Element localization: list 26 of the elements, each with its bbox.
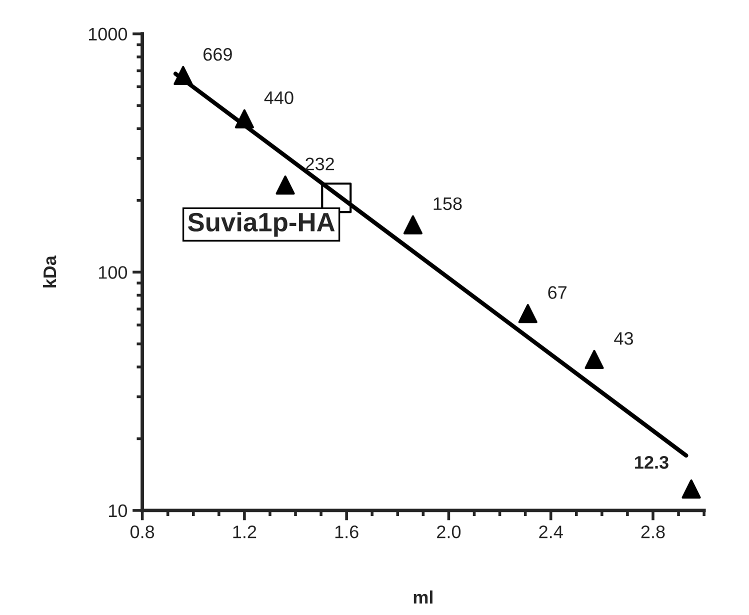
data-label: 232 — [306, 158, 334, 170]
x-tick-label: 2.0 — [437, 526, 461, 538]
y-tick-label: 10 — [109, 504, 128, 518]
point — [518, 304, 538, 324]
x-tick-label: 2.8 — [641, 526, 665, 538]
data-label: 440 — [264, 91, 294, 104]
point — [174, 66, 193, 85]
x-tick-label: 2.4 — [539, 526, 563, 538]
x-axis-title: ml — [414, 590, 432, 604]
point — [584, 350, 604, 370]
y-tick-label: 100 — [98, 266, 128, 279]
point — [403, 215, 423, 234]
y-axis-title: kDa — [42, 255, 56, 288]
point — [234, 109, 254, 128]
x-tick-label: 1.6 — [335, 526, 358, 538]
point — [276, 175, 295, 195]
data-label: 158 — [434, 197, 462, 210]
data-label: 67 — [548, 286, 566, 299]
data-label: 43 — [614, 332, 633, 345]
x-tick-label: 1.2 — [233, 526, 256, 538]
x-tick-label: 0.8 — [130, 526, 154, 538]
data-label: 669 — [204, 48, 232, 61]
y-tick-label: 1000 — [88, 28, 128, 41]
annotation: Suvia1p-HA — [188, 212, 335, 237]
point — [682, 479, 701, 499]
data-label: 12.3 — [635, 456, 668, 469]
